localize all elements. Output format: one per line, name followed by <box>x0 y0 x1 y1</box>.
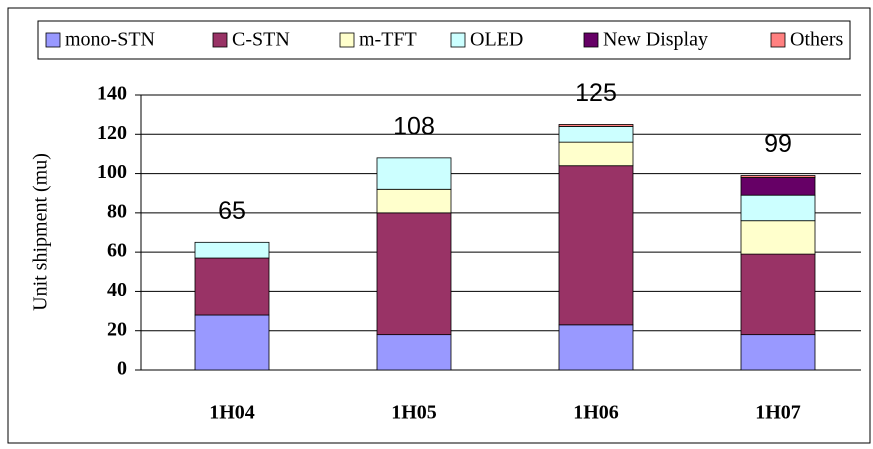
x-tick-label: 1H05 <box>391 402 437 424</box>
y-tick-label: 40 <box>107 279 127 301</box>
legend-swatch <box>583 32 599 48</box>
bar-segment <box>740 334 816 371</box>
bar-segment <box>376 334 452 371</box>
x-tick-label: 1H06 <box>573 402 619 424</box>
legend-label: m-TFT <box>359 29 417 51</box>
total-label: 99 <box>764 130 792 158</box>
legend-swatch <box>45 32 61 48</box>
y-tick-label: 0 <box>117 358 127 380</box>
y-tick-label: 80 <box>107 200 127 222</box>
bar-segment <box>558 324 634 371</box>
bar-segment <box>740 220 816 255</box>
legend-label: OLED <box>470 29 523 51</box>
bar-segment <box>376 212 452 336</box>
legend-box <box>37 20 851 60</box>
bar-segment <box>194 257 270 316</box>
bar-segment <box>194 314 270 371</box>
x-tick-label: 1H04 <box>209 402 255 424</box>
bar-segment <box>740 175 816 178</box>
total-label: 65 <box>218 197 246 225</box>
legend-label: Others <box>790 29 844 51</box>
bar-segment <box>558 124 634 127</box>
y-tick-label: 120 <box>97 122 127 144</box>
y-tick-label: 60 <box>107 240 127 262</box>
legend-label: New Display <box>603 29 708 51</box>
bar-segment <box>376 157 452 190</box>
total-label: 108 <box>393 112 435 140</box>
bar-segment <box>194 241 270 259</box>
chart-frame <box>7 7 871 444</box>
legend-label: mono-STN <box>65 29 155 51</box>
y-tick-label: 100 <box>97 161 127 183</box>
bar-segment <box>558 141 634 167</box>
bar-segment <box>740 194 816 222</box>
legend-swatch <box>450 32 466 48</box>
bar-segment <box>558 126 634 143</box>
bar-segment <box>740 253 816 336</box>
y-tick-label: 140 <box>97 83 127 105</box>
legend-label: C-STN <box>232 29 290 51</box>
y-axis-label: Unit shipment (mu) <box>30 153 52 311</box>
y-tick-label: 20 <box>107 318 127 340</box>
legend-swatch <box>339 32 355 48</box>
bar-segment <box>740 177 816 196</box>
legend-swatch <box>212 32 228 48</box>
total-label: 125 <box>575 79 617 107</box>
bar-segment <box>558 165 634 326</box>
bar-segment <box>376 188 452 214</box>
x-tick-label: 1H07 <box>755 402 801 424</box>
legend-swatch <box>770 32 786 48</box>
